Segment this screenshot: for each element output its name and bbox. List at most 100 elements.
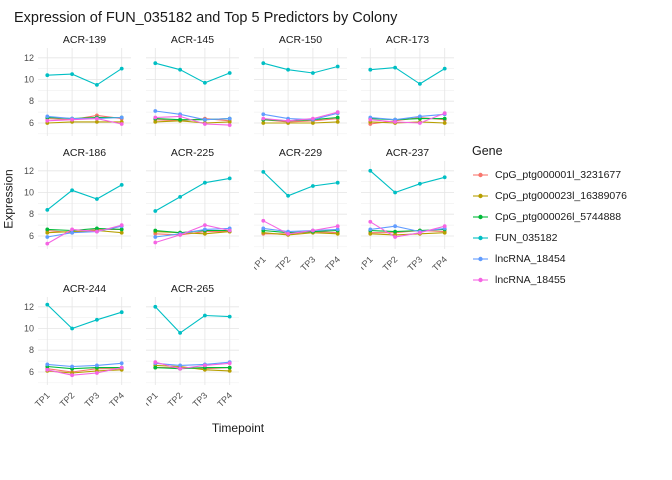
data-point	[119, 122, 124, 126]
data-point	[119, 183, 124, 187]
data-point	[177, 233, 182, 237]
series-line	[262, 227, 338, 233]
data-point	[285, 231, 290, 236]
data-point	[227, 71, 232, 75]
data-point	[393, 120, 398, 124]
data-point	[119, 230, 124, 235]
series-line	[370, 67, 446, 85]
data-point	[95, 363, 99, 368]
y-tick-label: 6	[29, 367, 34, 377]
facet-panel: ACR-186 6 8 10 12	[24, 147, 131, 249]
data-point	[335, 224, 340, 229]
facet-ACR-225: ACR-225	[145, 145, 242, 252]
series-line	[155, 361, 230, 366]
x-tick-label: TP4	[107, 390, 126, 409]
data-point	[153, 360, 157, 365]
series-line	[47, 362, 122, 368]
data-point	[393, 65, 398, 70]
data-point	[443, 175, 447, 180]
legend-key-icon	[473, 172, 488, 178]
legend-label: CpG_ptg000001l_3231677	[495, 169, 622, 181]
legend-label: lncRNA_18454	[495, 253, 566, 265]
series-line	[262, 171, 338, 197]
data-point	[95, 197, 99, 201]
chart-title: Expression of FUN_035182 and Top 5 Predi…	[14, 10, 398, 26]
facet-panel: ACR-229 TP1 TP2 TP3 TP4	[248, 147, 347, 273]
data-point	[202, 227, 207, 232]
data-point	[310, 71, 315, 75]
data-point	[70, 227, 74, 232]
data-point	[443, 224, 447, 229]
legend-key-icon	[473, 235, 488, 241]
legend-title: Gene	[472, 144, 503, 158]
data-point	[443, 121, 447, 125]
series-line	[46, 184, 122, 211]
facet-panel: ACR-225	[145, 147, 239, 249]
series-line	[155, 115, 230, 126]
data-point	[260, 226, 265, 231]
data-point	[95, 371, 99, 375]
data-point	[70, 230, 74, 235]
x-tick-label: TP2	[273, 254, 292, 273]
facet-label: ACR-237	[386, 147, 429, 159]
facet-ACR-173: ACR-173	[361, 32, 457, 139]
data-point	[310, 184, 315, 188]
facet-label: ACR-139	[63, 34, 106, 46]
legend-key-icon	[473, 256, 488, 262]
facet-ACR-244: ACR-244 6 8 10 12 TP1 TP2 TP3 TP4	[18, 281, 134, 411]
data-point	[153, 115, 157, 120]
data-point	[177, 117, 182, 122]
series-line	[154, 177, 230, 212]
series-line	[47, 367, 122, 376]
data-point	[368, 231, 373, 236]
data-point	[335, 227, 340, 232]
data-point	[45, 362, 50, 367]
y-tick-label: 12	[24, 302, 34, 312]
data-point	[260, 121, 265, 125]
data-point	[393, 235, 398, 239]
facet-ACR-150: ACR-150	[253, 32, 350, 139]
legend-label: FUN_035182	[495, 232, 558, 244]
data-point	[285, 67, 290, 72]
data-point	[285, 193, 290, 198]
series-line	[154, 62, 230, 84]
data-point	[177, 195, 182, 199]
series-line	[262, 220, 338, 235]
facet-ACR-265: ACR-265 TP1 TP2 TP3 TP4	[141, 281, 242, 411]
x-tick-label: TP2	[381, 254, 400, 273]
y-axis-title: Expression	[2, 168, 16, 229]
series-line	[154, 110, 230, 121]
data-point	[227, 365, 232, 370]
data-point	[153, 235, 157, 239]
legend-entry-CpG_ptg000023l_16389076: CpG_ptg000023l_16389076	[472, 190, 627, 202]
x-tick-label: TP4	[215, 390, 234, 409]
series-line	[155, 120, 230, 124]
plot-main-area: Expression ACR-139 6 8 10 12 ACR-145 ACR-150 AC…	[0, 32, 672, 435]
facet-ACR-237: ACR-237 TP1 TP2 TP3 TP4	[356, 145, 457, 275]
series-line	[155, 367, 230, 370]
data-point	[153, 61, 157, 66]
y-tick-label: 6	[29, 231, 34, 241]
data-point	[95, 120, 99, 124]
y-tick-label: 10	[24, 324, 34, 334]
data-point	[153, 304, 157, 309]
data-point	[177, 366, 182, 371]
data-point	[368, 227, 373, 232]
data-point	[119, 223, 124, 227]
data-point	[368, 117, 373, 122]
y-tick-label: 8	[29, 345, 34, 355]
x-tick-label: TP3	[83, 390, 102, 409]
legend-label: CpG_ptg000026l_5744888	[495, 211, 622, 223]
series-line	[370, 170, 446, 194]
data-point	[393, 190, 398, 195]
data-point	[45, 208, 50, 212]
data-point	[310, 228, 315, 233]
facet-label: ACR-145	[171, 34, 214, 46]
series-line	[154, 306, 230, 334]
legend: Gene CpG_ptg000001l_3231677 CpG_ptg000023…	[458, 32, 627, 435]
data-point	[310, 116, 315, 121]
series-line	[47, 121, 122, 124]
data-point	[227, 314, 232, 319]
legend-key-icon	[473, 214, 488, 220]
series-line	[47, 118, 122, 125]
